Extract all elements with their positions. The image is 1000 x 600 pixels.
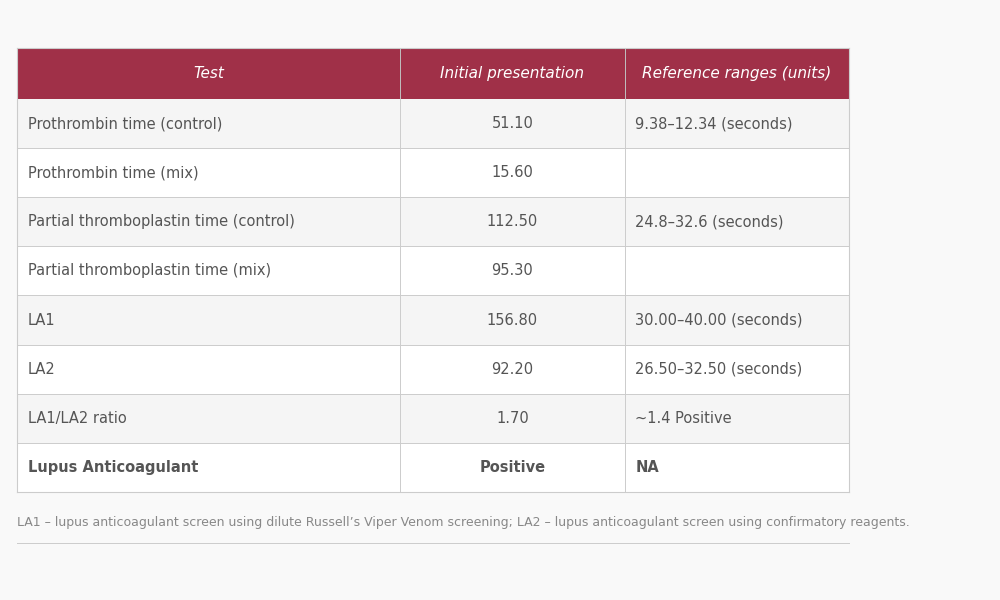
Text: Partial thromboplastin time (control): Partial thromboplastin time (control) xyxy=(28,214,295,229)
Text: LA2: LA2 xyxy=(28,362,55,377)
Text: Initial presentation: Initial presentation xyxy=(440,66,584,81)
Text: Test: Test xyxy=(193,66,224,81)
Bar xyxy=(17,344,849,394)
Bar xyxy=(17,394,849,443)
Text: LA1 – lupus anticoagulant screen using dilute Russell’s Viper Venom screening; L: LA1 – lupus anticoagulant screen using d… xyxy=(17,516,910,529)
Text: Prothrombin time (mix): Prothrombin time (mix) xyxy=(28,165,198,180)
Bar xyxy=(17,197,849,247)
Bar xyxy=(17,99,849,148)
Text: Partial thromboplastin time (mix): Partial thromboplastin time (mix) xyxy=(28,263,271,278)
Bar xyxy=(17,443,849,492)
Bar xyxy=(17,148,849,197)
Text: 26.50–32.50 (seconds): 26.50–32.50 (seconds) xyxy=(635,362,802,377)
Text: 9.38–12.34 (seconds): 9.38–12.34 (seconds) xyxy=(635,116,793,131)
Bar xyxy=(17,48,400,99)
Text: Reference ranges (units): Reference ranges (units) xyxy=(642,66,832,81)
Bar xyxy=(625,48,849,99)
Text: 95.30: 95.30 xyxy=(492,263,533,278)
Text: Positive: Positive xyxy=(479,460,545,475)
Text: ~1.4 Positive: ~1.4 Positive xyxy=(635,411,732,426)
Text: LA1/LA2 ratio: LA1/LA2 ratio xyxy=(28,411,126,426)
Text: 156.80: 156.80 xyxy=(487,313,538,328)
Text: 15.60: 15.60 xyxy=(491,165,533,180)
Text: 1.70: 1.70 xyxy=(496,411,529,426)
Text: 24.8–32.6 (seconds): 24.8–32.6 (seconds) xyxy=(635,214,784,229)
Text: NA: NA xyxy=(635,460,659,475)
Bar xyxy=(17,247,849,295)
Bar xyxy=(400,48,625,99)
Bar xyxy=(17,295,849,344)
Text: Lupus Anticoagulant: Lupus Anticoagulant xyxy=(28,460,198,475)
Text: LA1: LA1 xyxy=(28,313,55,328)
Text: 51.10: 51.10 xyxy=(491,116,533,131)
Text: Prothrombin time (control): Prothrombin time (control) xyxy=(28,116,222,131)
Text: 112.50: 112.50 xyxy=(487,214,538,229)
Text: 30.00–40.00 (seconds): 30.00–40.00 (seconds) xyxy=(635,313,803,328)
Text: 92.20: 92.20 xyxy=(491,362,533,377)
